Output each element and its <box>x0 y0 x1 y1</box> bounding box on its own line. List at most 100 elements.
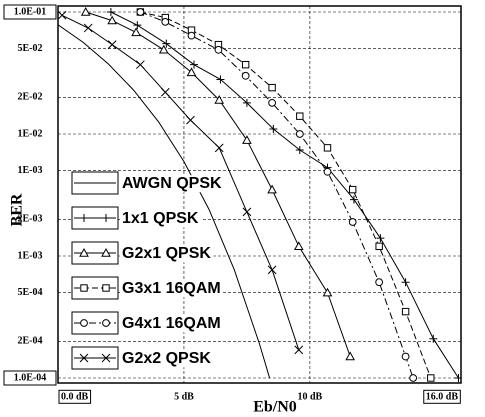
marker <box>162 39 171 48</box>
legend-label: AWGN QPSK <box>122 175 222 192</box>
legend-label: 1x1 QPSK <box>122 210 199 227</box>
marker <box>216 75 225 84</box>
marker <box>107 40 117 50</box>
x-tick-label: 0.0 dB <box>61 391 89 402</box>
y-tick-label: 2E-03 <box>18 214 43 225</box>
legend-entry: G2x1 QPSK <box>71 241 214 265</box>
marker <box>345 351 356 361</box>
marker <box>158 44 169 54</box>
marker <box>295 145 304 154</box>
marker <box>186 67 197 77</box>
marker <box>133 21 142 30</box>
y-axis-label: BER <box>9 193 26 226</box>
series-line <box>61 14 300 351</box>
marker <box>242 135 252 144</box>
tick-label-box <box>3 370 57 386</box>
marker <box>241 60 250 69</box>
marker <box>349 195 358 204</box>
legend-entry: G3x1 16QAM <box>71 276 223 300</box>
marker <box>136 8 145 16</box>
marker <box>322 287 333 297</box>
marker <box>58 10 67 20</box>
marker <box>131 27 141 37</box>
series-line <box>140 11 414 379</box>
legend-entry: AWGN QPSK <box>71 171 225 195</box>
marker <box>161 17 170 26</box>
marker <box>427 374 435 382</box>
y-tick-label: 5E-04 <box>18 287 43 298</box>
legend-label-bg <box>120 315 223 333</box>
x-axis-label: Eb/N0 <box>253 399 297 416</box>
legend-entry: G4x1 16QAM <box>71 311 223 335</box>
marker <box>80 319 88 327</box>
legend-label-bg <box>120 175 225 193</box>
marker <box>269 124 278 133</box>
marker <box>102 214 110 222</box>
marker <box>348 218 357 226</box>
marker <box>294 345 304 355</box>
y-tick-label: 1E-03 <box>18 250 43 261</box>
marker <box>401 307 410 316</box>
marker <box>107 15 118 25</box>
marker <box>106 8 115 16</box>
marker <box>401 278 410 287</box>
series-line <box>140 11 432 379</box>
plot-area <box>58 6 461 382</box>
marker <box>429 334 438 343</box>
marker <box>401 352 410 361</box>
legend-label-bg <box>120 210 201 228</box>
marker <box>242 98 251 107</box>
tick-label-box <box>423 389 461 404</box>
legend-entry: 1x1 QPSK <box>71 206 201 230</box>
marker <box>242 207 252 217</box>
marker <box>101 353 111 363</box>
marker <box>375 278 384 287</box>
legend-label-bg <box>120 245 214 263</box>
marker <box>102 284 110 292</box>
x-tick-label: 16.0 dB <box>426 391 459 402</box>
marker <box>376 234 385 243</box>
legend-label-bg <box>120 350 214 368</box>
marker <box>323 144 332 152</box>
legend-entry: G2x2 QPSK <box>71 346 214 370</box>
marker <box>160 87 170 97</box>
marker <box>241 71 250 80</box>
tick-label-box <box>58 389 92 404</box>
x-tick-label: 10 dB <box>298 391 323 402</box>
y-tick-label: 1E-03 <box>18 165 43 176</box>
y-tick-label: 5E-02 <box>18 43 43 54</box>
y-tick-label: 2E-04 <box>18 336 43 347</box>
legend-label: G2x1 QPSK <box>122 245 211 262</box>
legend-label: G2x2 QPSK <box>122 350 211 367</box>
marker <box>409 374 418 382</box>
legend-label: G3x1 16QAM <box>122 280 221 297</box>
marker <box>348 185 357 194</box>
marker <box>83 23 93 33</box>
y-tick-label: 1E-02 <box>18 128 43 139</box>
marker <box>295 130 304 138</box>
marker <box>454 374 461 382</box>
marker <box>80 6 91 16</box>
marker <box>80 284 88 292</box>
marker <box>323 167 332 176</box>
marker <box>136 60 145 70</box>
marker <box>296 112 304 120</box>
tick-label-box <box>3 4 57 20</box>
marker <box>267 265 277 275</box>
marker <box>80 214 88 222</box>
series-line <box>58 24 271 379</box>
marker <box>268 83 276 92</box>
marker <box>375 242 383 251</box>
y-tick-label: 1.0E-04 <box>14 372 47 383</box>
legend-label-bg <box>120 280 223 298</box>
marker <box>214 45 223 54</box>
marker <box>214 143 224 153</box>
marker <box>293 241 304 251</box>
marker <box>267 184 277 194</box>
y-tick-label: 2E-02 <box>18 92 43 103</box>
x-tick-label: 5 dB <box>174 391 194 402</box>
y-tick-label: 1.0E-01 <box>14 6 47 17</box>
marker <box>186 115 195 125</box>
marker <box>187 31 196 40</box>
